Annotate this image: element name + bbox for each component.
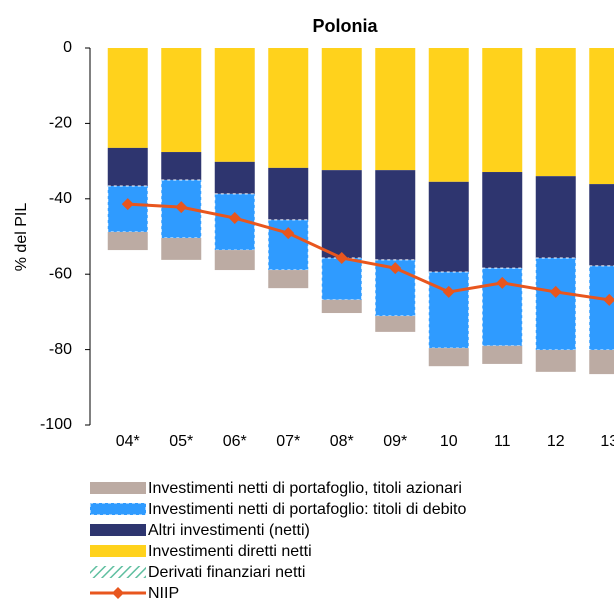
bar-segment [268,167,309,220]
legend-swatch [90,545,146,557]
bar-segment [588,265,614,351]
line-marker [389,262,402,275]
line-marker [442,285,455,298]
bar-segment [321,299,362,314]
bar-segment [482,345,523,364]
bar-segment [482,48,523,173]
line-marker [228,212,241,225]
line-marker [175,201,188,214]
legend-swatch [90,524,146,536]
line [127,202,610,302]
bar-segment [107,147,148,186]
line-marker [121,198,134,211]
y-tick-label: 0 [63,39,72,56]
bar-segment [107,48,148,148]
bar-segment [589,349,614,375]
bar-segment [214,250,255,271]
legend-label: Investimenti netti di portafoglio: titol… [148,501,467,518]
y-tick-label: -20 [49,115,72,132]
bar-segment [214,161,255,194]
x-tick-label: 09* [383,433,407,450]
chart-title: Polonia [312,16,378,36]
bar-segment [375,48,416,171]
bar-segment [375,316,416,332]
y-tick-label: -40 [49,190,72,207]
line-marker [603,293,614,306]
legend-label: Altri investimenti (netti) [148,522,310,539]
y-tick-label: -80 [49,341,72,358]
legend-swatch [90,482,146,494]
bar-segment [107,231,148,251]
bar-segment [161,238,202,260]
bar-segment [535,48,576,177]
bar-segment [535,349,576,372]
x-tick-label: 08* [330,433,354,450]
legend-label: Investimenti netti di portafoglio, titol… [148,480,462,497]
bar-segment [589,184,614,266]
x-tick-label: 12 [547,433,565,450]
legend-label: NIIP [148,585,179,602]
x-tick-label: 06* [223,433,247,450]
bar-segment [589,48,614,185]
bar-segment [535,257,577,351]
line-marker [549,285,562,298]
line-marker [496,276,509,289]
y-tick-label: -60 [49,265,72,282]
bar-segment [535,176,576,258]
bar-segment [428,271,470,349]
x-tick-label: 07* [276,433,300,450]
bar-segment [321,48,362,171]
legend-label: Derivati finanziari netti [148,564,305,581]
bar-segment [482,172,523,269]
legend-swatch [90,566,146,578]
x-tick-label: 04* [116,433,140,450]
line-marker [282,227,295,240]
bar-segment [214,48,255,162]
bar-segment [321,170,362,258]
legend-label: Investimenti diretti netti [148,543,312,560]
bar-segment [428,181,469,272]
bar-segment [268,270,309,289]
bar-segment [375,170,416,260]
x-tick-label: 13 [600,433,614,450]
x-tick-label: 11 [494,433,511,450]
bar-segment [161,48,202,153]
y-axis-label: % del PIL [13,203,30,272]
legend-swatch [89,502,147,516]
y-tick-label: -100 [40,416,72,433]
bar-segment [428,348,469,367]
bar-segment [428,48,469,182]
line-marker [335,251,348,264]
bar-segment [321,257,363,301]
bar-segment [268,48,309,168]
x-tick-label: 05* [169,433,193,450]
legend-swatch [112,587,124,599]
x-tick-label: 10 [440,433,458,450]
bar-segment [161,152,202,180]
